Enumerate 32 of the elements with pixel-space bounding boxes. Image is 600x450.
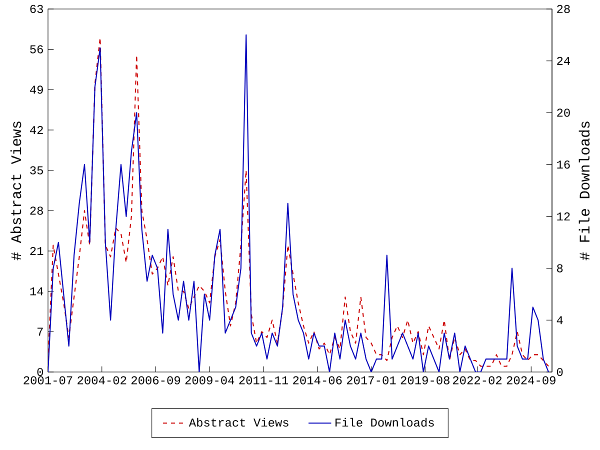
x-tick-label: 2006-09: [131, 376, 180, 384]
y-tick-label: 14: [30, 287, 44, 296]
y-tick-label: 42: [30, 126, 43, 134]
x-tick-label: 2022-02: [452, 376, 502, 384]
y2-tick-label: 28: [557, 4, 570, 14]
y-tick-label: 56: [30, 45, 43, 54]
y-tick-label: 0: [37, 368, 44, 376]
y2-axis-title: # File Downloads: [578, 122, 590, 260]
x-tick-label: 2001-07: [24, 376, 72, 384]
y-tick-label: 35: [30, 166, 43, 174]
x-tick-label: 2009-04: [185, 376, 234, 384]
x-tick-label: 2017-01: [346, 376, 396, 384]
y-tick-label: 21: [30, 246, 44, 255]
x-tick-label: 2024-09: [506, 376, 556, 384]
y-tick-label: 28: [30, 206, 43, 215]
y-tick-label: 63: [30, 4, 43, 14]
legend-label: Abstract Views: [188, 418, 288, 427]
y-axis-title: # Abstract Views: [10, 122, 22, 260]
y-tick-label: 49: [30, 86, 43, 94]
y2-tick-label: 0: [556, 368, 563, 376]
y-tick-label: 7: [37, 328, 43, 336]
x-tick-label: 2011-11: [239, 376, 288, 384]
y2-tick-label: 4: [556, 316, 563, 324]
x-tick-label: 2014-06: [293, 376, 342, 384]
y2-tick-label: 24: [557, 56, 570, 65]
y2-tick-label: 16: [557, 160, 570, 169]
y2-tick-label: 8: [557, 264, 563, 272]
x-tick-label: 2004-02: [78, 376, 126, 384]
y2-tick-label: 20: [557, 108, 570, 117]
y2-tick-label: 12: [557, 212, 570, 220]
x-tick-label: 2019-08: [400, 376, 450, 384]
legend-label: File Downloads: [336, 418, 434, 427]
